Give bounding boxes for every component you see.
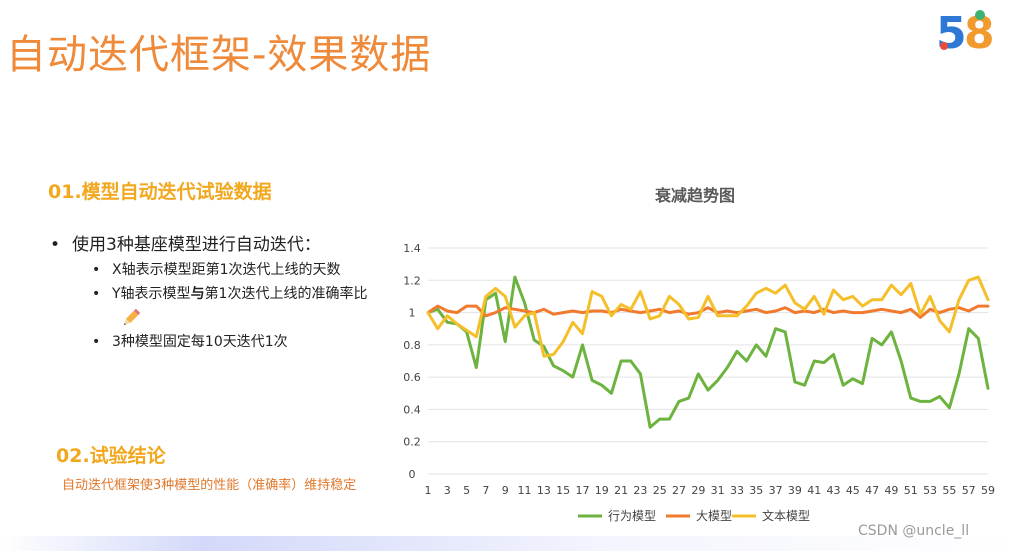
x-tick-label: 53	[923, 484, 937, 497]
x-tick-label: 57	[962, 484, 976, 497]
x-tick-label: 15	[556, 484, 570, 497]
slide-title: 自动迭代框架-效果数据	[6, 32, 432, 78]
sub-bullet-iteration: • 3种模型固定每10天迭代1次	[88, 330, 378, 354]
x-tick-label: 35	[749, 484, 763, 497]
series-line-1	[426, 275, 990, 429]
y-tick-label: 1	[409, 307, 416, 320]
x-tick-label: 51	[904, 484, 918, 497]
x-tick-label: 25	[653, 484, 667, 497]
x-tick-label: 19	[595, 484, 609, 497]
x-tick-label: 17	[575, 484, 589, 497]
y-tick-label: 1.2	[403, 274, 421, 287]
chart-title: 衰减趋势图	[654, 186, 735, 205]
x-tick-label: 23	[633, 484, 647, 497]
pencil-icon	[123, 308, 141, 326]
x-tick-label: 3	[444, 484, 451, 497]
series-line-3	[426, 275, 990, 358]
sub-bullet-y-axis: • Y轴表示模型与第1次迭代上线的准确率比	[88, 282, 378, 330]
sub-bullet-x-axis: • X轴表示模型距第1次迭代上线的天数	[88, 258, 378, 282]
x-tick-label: 41	[807, 484, 821, 497]
sub-bullet-text-bold: 与	[190, 286, 205, 302]
y-tick-label: 0.8	[403, 339, 421, 352]
x-tick-label: 11	[518, 484, 532, 497]
y-tick-label: 0.2	[403, 436, 421, 449]
x-tick-label: 31	[711, 484, 725, 497]
x-tick-label: 9	[502, 484, 509, 497]
conclusion-text: 自动迭代框架使3种模型的性能（准确率）维持稳定	[62, 478, 357, 493]
sub-bullet-dot: •	[92, 334, 101, 350]
y-tick-label: 0	[409, 468, 416, 481]
sub-bullet-text-pre: Y轴表示模型	[112, 286, 191, 302]
y-tick-label: 0.4	[403, 403, 421, 416]
legend-label: 大模型	[696, 509, 732, 523]
section-title-experiment: 01.模型自动迭代试验数据	[48, 181, 272, 203]
sub-bullet-text: X轴表示模型距第1次迭代上线的天数	[112, 262, 341, 278]
bullet-main: • 使用3种基座模型进行自动迭代：	[50, 230, 321, 255]
x-tick-label: 49	[884, 484, 898, 497]
x-tick-label: 5	[463, 484, 470, 497]
footer-gradient-bar	[0, 536, 1019, 551]
y-tick-label: 1.4	[403, 242, 421, 255]
x-tick-label: 45	[846, 484, 860, 497]
x-tick-label: 13	[537, 484, 551, 497]
x-tick-label: 39	[788, 484, 802, 497]
legend-label: 文本模型	[762, 508, 810, 523]
x-tick-label: 21	[614, 484, 628, 497]
section-title-conclusion: 02.试验结论	[56, 445, 166, 467]
y-tick-label: 0.6	[403, 371, 421, 384]
x-tick-label: 59	[981, 484, 995, 497]
x-tick-label: 7	[482, 484, 489, 497]
bullet-main-text: 使用3种基座模型进行自动迭代：	[72, 235, 321, 255]
sub-bullet-text-post: 第1次迭代上线的准确率比	[204, 286, 368, 302]
sub-bullet-dot: •	[92, 262, 101, 278]
x-tick-label: 33	[730, 484, 744, 497]
sub-bullet-dot: •	[92, 286, 101, 302]
series-line-2	[426, 304, 990, 319]
x-tick-label: 47	[865, 484, 879, 497]
58-logo: 5 8	[936, 8, 995, 54]
x-tick-label: 27	[672, 484, 686, 497]
sub-bullet-text: 3种模型固定每10天迭代1次	[112, 334, 288, 350]
x-tick-label: 37	[769, 484, 783, 497]
x-tick-label: 43	[827, 484, 841, 497]
sub-bullet-list: • X轴表示模型距第1次迭代上线的天数 • Y轴表示模型与第1次迭代上线的准确率…	[88, 258, 378, 354]
x-tick-label: 55	[942, 484, 956, 497]
legend-label: 行为模型	[608, 509, 656, 523]
x-tick-label: 29	[691, 484, 705, 497]
csdn-watermark: CSDN @uncle_ll	[858, 523, 970, 539]
x-tick-label: 1	[425, 484, 432, 497]
bullet-dot: •	[50, 235, 61, 255]
